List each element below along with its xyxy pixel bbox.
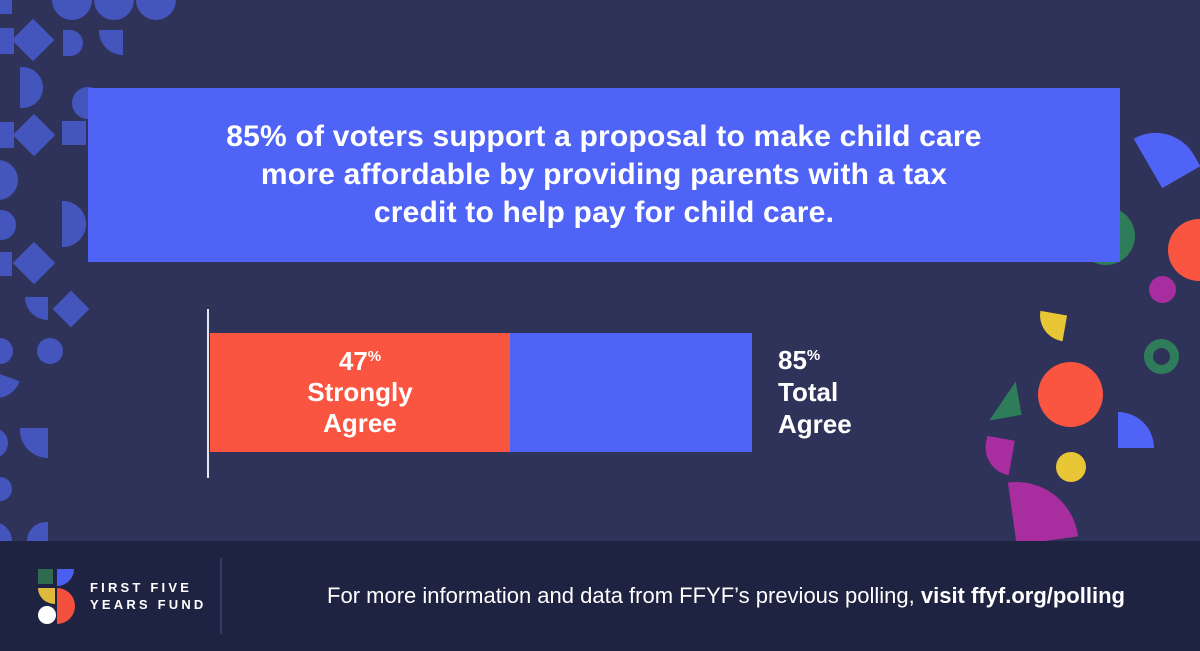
strongly-agree-word-1: Strongly — [307, 377, 413, 407]
total-agree-percent: 85% — [778, 345, 821, 375]
decorative-semi-right-shape — [0, 428, 8, 458]
decorative-circle-shape — [0, 338, 13, 364]
decorative-circle-shape — [1038, 362, 1103, 427]
total-agree-label: 85% Total Agree — [778, 344, 852, 440]
total-agree-bar-segment — [510, 333, 752, 452]
ffyf-logo-icon — [38, 568, 75, 624]
logo-line-1: FIRST FIVE — [90, 580, 193, 595]
strongly-agree-percent: 47% — [338, 346, 382, 376]
decorative-quarter-tr-shape — [1133, 116, 1200, 189]
decorative-semi-bottom-shape — [94, 0, 134, 20]
headline-line: 85% of voters support a proposal to make… — [226, 120, 982, 153]
ffyf-logo-wordmark: FIRST FIVE YEARS FUND — [90, 579, 207, 613]
logo-line-2: YEARS FUND — [90, 597, 207, 612]
decorative-square-shape — [0, 28, 14, 54]
logo-blue-quarter — [57, 568, 74, 586]
strongly-agree-word-2: Agree — [323, 408, 397, 438]
footer-bar: FIRST FIVE YEARS FUND For more informati… — [0, 541, 1200, 651]
decorative-semi-bottom-shape — [52, 0, 92, 20]
axis-line — [207, 309, 209, 478]
decorative-semi-right-shape — [63, 30, 83, 56]
decorative-semi-bottom-shape — [136, 0, 176, 20]
ffyf-logo: FIRST FIVE YEARS FUND — [38, 568, 208, 624]
decorative-ring-shape — [1144, 339, 1179, 374]
decorative-quarter-tr-shape — [1118, 412, 1154, 448]
logo-red-half-circle — [57, 587, 75, 624]
poll-bar-chart: 47% Strongly Agree — [210, 333, 752, 452]
logo-white-circle — [38, 605, 56, 624]
decorative-triangle-shape — [983, 381, 1021, 420]
headline-line: more affordable by providing parents wit… — [260, 158, 948, 191]
decorative-quarter-bl-shape — [1035, 310, 1068, 342]
logo-green-square — [38, 568, 53, 584]
headline-banner: 85% of voters support a proposal to make… — [88, 88, 1120, 262]
polling-url[interactable]: visit ffyf.org/polling — [920, 583, 1125, 608]
total-agree-word-2: Agree — [778, 409, 852, 439]
decorative-circle-shape — [0, 210, 16, 240]
decorative-square-shape — [0, 0, 12, 14]
decorative-circle-shape — [1168, 219, 1200, 281]
decorative-semi-right-shape — [20, 67, 43, 108]
total-agree-word-1: Total — [778, 377, 839, 407]
decorative-circle-shape — [0, 477, 12, 501]
decorative-square-shape — [0, 122, 14, 148]
decorative-quarter-tr-shape — [1007, 473, 1079, 546]
footer-divider — [220, 558, 222, 634]
decorative-circle-shape — [37, 338, 63, 364]
headline-line: credit to help pay for child care. — [373, 196, 835, 229]
decorative-circle-shape — [1149, 276, 1176, 303]
decorative-square-shape — [62, 121, 86, 145]
decorative-square-shape — [0, 252, 12, 276]
footer-message: For more information and data from FFYF’… — [222, 583, 1200, 609]
footer-message-text: For more information and data from FFYF’… — [327, 583, 921, 608]
headline-text: 85% of voters support a proposal to make… — [226, 118, 981, 232]
decorative-semi-right-shape — [0, 160, 18, 200]
strongly-agree-bar-segment: 47% Strongly Agree — [210, 333, 510, 452]
strongly-agree-label: 47% Strongly Agree — [210, 346, 510, 439]
logo-yellow-quarter — [38, 587, 55, 604]
decorative-circle-shape — [1056, 452, 1086, 482]
decorative-quarter-bl-shape — [981, 435, 1015, 476]
decorative-quarter-tl-shape — [27, 522, 48, 541]
